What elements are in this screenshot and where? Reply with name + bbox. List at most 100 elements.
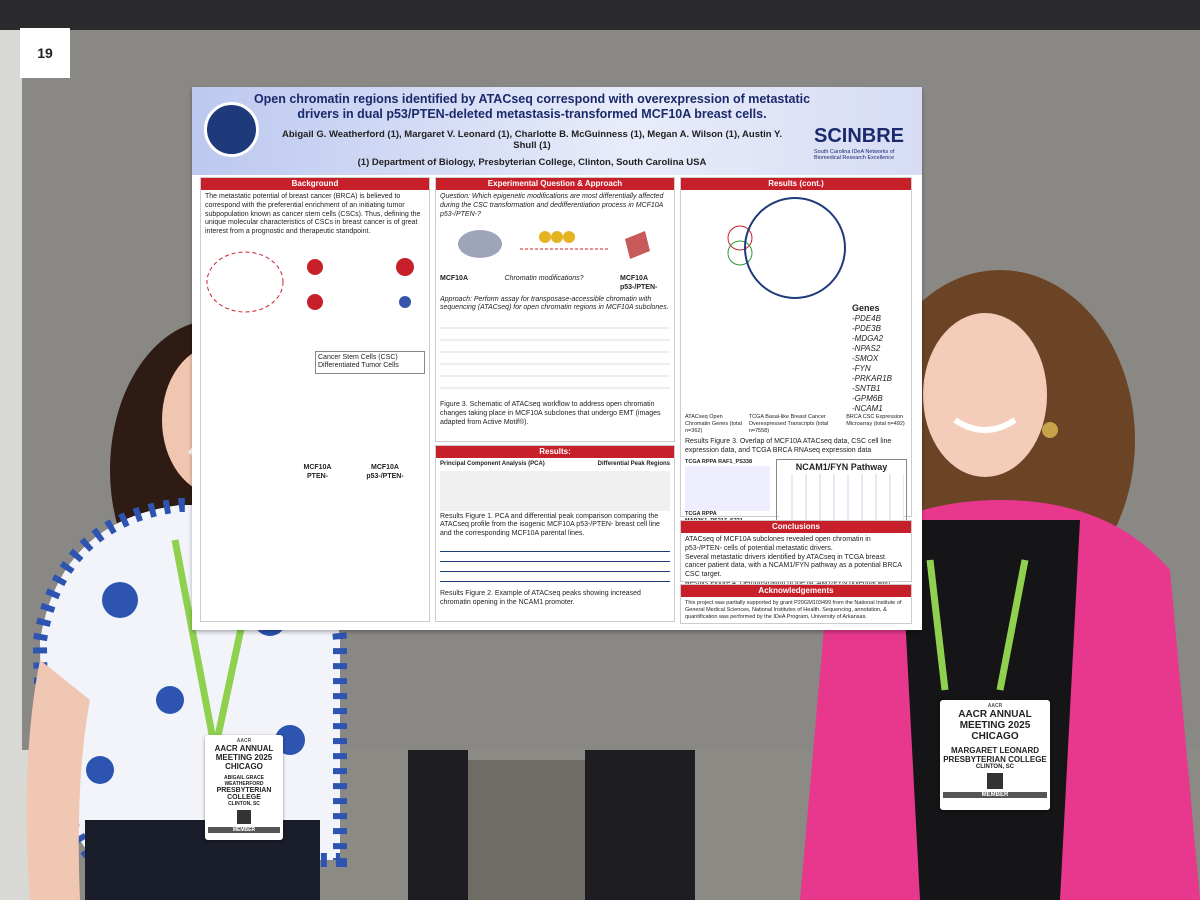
gene: -PDE3B <box>852 324 881 334</box>
stem-cell-diagram <box>206 251 414 313</box>
venn-label: BRCA CSC Expression Microarray (total n=… <box>846 414 905 428</box>
acknowledgements-section: Acknowledgements This project was partia… <box>680 584 912 624</box>
title-bar <box>192 87 922 175</box>
question: Question: Which epigenetic modifications… <box>440 193 664 218</box>
figure-caption: Results Figure 1. PCA and differential p… <box>440 512 660 538</box>
results-cont-section: Results (cont.) Genes -PDE4B -PDE3B -MDGA2-… <box>680 177 912 595</box>
qr-code <box>237 810 251 824</box>
badge-org: PRESBYTERIAN COLLEGE <box>943 755 1047 764</box>
plot-title: TCGA RPPA RAF1_PS338 <box>685 459 753 466</box>
venn-circle <box>744 197 846 299</box>
section-heading: Acknowledgements <box>681 585 911 597</box>
chromatin <box>563 231 575 244</box>
blouse-pattern <box>86 756 114 784</box>
blouse-pattern <box>102 582 138 618</box>
badge-name: MARGARET LEONARD <box>951 746 1039 755</box>
approach-section: Experimental Question & Approach Questio… <box>435 177 675 442</box>
section-heading: Results: <box>436 446 674 458</box>
cell-icon <box>307 258 323 275</box>
lanyard-text: AACR <box>236 738 252 744</box>
legend-box: Cancer Stem Cells (CSC) Differentiated Tu… <box>315 350 425 374</box>
section-text: The metastatic potential of breast cance… <box>205 193 421 235</box>
logo-subtitle: South Carolina IDeA Networks of Biomedic… <box>814 149 895 161</box>
event-name: AACR ANNUAL MEETING 2025 CHICAGO <box>214 744 274 771</box>
background-person-legs <box>585 750 695 900</box>
figure-title: Principal Component Analysis (PCA) <box>440 461 545 467</box>
approach-text: Approach: Perform assay for transposase-… <box>440 295 669 312</box>
chromatin <box>551 231 563 244</box>
floor-tiles <box>450 760 600 900</box>
blouse-pattern <box>156 686 184 714</box>
workflow-figure <box>440 317 670 397</box>
gene: -FYN <box>852 364 871 374</box>
pca-figure <box>440 470 670 511</box>
scatter-plot <box>685 466 770 512</box>
conclusions-section: Conclusions ATACseq of MCF10A subclones … <box>680 520 912 582</box>
college-seal <box>204 102 259 157</box>
legend-entry: Cancer Stem Cells (CSC) <box>318 353 398 361</box>
figure-caption: Figure 3. Schematic of ATACseq workflow … <box>440 401 661 426</box>
gene: -MDGA2 <box>852 334 884 344</box>
logo: SCINBRE <box>814 125 905 147</box>
badge-role: MEMBER <box>208 827 280 833</box>
cell-label: MCF10A p53-/PTEN- <box>620 275 658 291</box>
legend-entry: Differentiated Tumor Cells <box>318 362 399 370</box>
venn-diagram <box>727 197 846 299</box>
chromatin <box>539 231 551 244</box>
earring <box>1042 422 1058 438</box>
gene: -PRKAR1B <box>852 374 893 384</box>
face <box>923 313 1047 477</box>
board-number: 19 <box>20 28 70 78</box>
gene: -SMOX <box>852 354 879 364</box>
lanyard <box>926 559 1029 691</box>
gene: -SNTB1 <box>852 384 881 394</box>
authors: Abigail G. Weatherford (1), Margaret V. … <box>282 129 782 151</box>
cell-label: MCF10A PTEN- <box>303 464 332 480</box>
conclusion-item: Several metastatic drivers identified by… <box>685 553 902 579</box>
poster-title: Open chromatin regions identified by ATA… <box>253 92 811 121</box>
badge-role: MEMBER <box>943 792 1047 798</box>
figure-caption: Results Figure 3. Overlap of MCF10A ATAC… <box>685 437 892 454</box>
gene: -GPM6B <box>852 394 883 404</box>
venn-label: TCGA Basal-like Breast Cancer Overexpres… <box>748 414 829 434</box>
poster: Open chromatin regions identified by ATA… <box>192 87 922 630</box>
cell-icon <box>399 295 411 308</box>
gene: -PDE4B <box>852 314 881 324</box>
gene: -NCAM1 <box>852 404 883 414</box>
name-badge: AACR AACR ANNUAL MEETING 2025 CHICAGO MA… <box>940 700 1050 810</box>
cell-icon <box>307 293 323 310</box>
diagram-label: Chromatin modifications? <box>504 275 584 282</box>
qr-code <box>987 773 1003 789</box>
section-heading: Results (cont.) <box>681 178 911 190</box>
section-heading: Conclusions <box>681 521 911 533</box>
figure-caption: Results Figure 2. Example of ATACseq pea… <box>440 589 641 606</box>
conclusion-item: ATACseq of MCF10A subclones revealed ope… <box>685 536 871 552</box>
cell-icon <box>396 257 414 276</box>
venn-label: ATACseq Open Chromatin Genes (total n=36… <box>685 414 742 434</box>
cell-label: MCF10A <box>440 275 469 282</box>
name-badge: AACR AACR ANNUAL MEETING 2025 CHICAGO AB… <box>205 735 283 840</box>
lanyard-text: AACR <box>987 703 1003 709</box>
cell-cluster <box>458 230 502 259</box>
peaks-figure <box>440 541 670 587</box>
stem-cell-ring <box>206 251 284 313</box>
venn-circle <box>727 240 753 266</box>
background-person-legs <box>408 750 468 900</box>
background-section: Background The metastatic potential of b… <box>200 177 430 622</box>
genes-heading: Genes <box>852 303 880 313</box>
badge-org: PRESBYTERIAN COLLEGE <box>216 787 272 801</box>
pathway-title: NCAM1/FYN Pathway <box>795 462 888 473</box>
arm <box>26 660 91 900</box>
acknowledgements-text: This project was partially supported by … <box>685 600 902 620</box>
approach-diagram <box>458 230 650 260</box>
cell-icon <box>625 231 650 260</box>
badge-city: CLINTON, SC <box>228 801 260 807</box>
section-heading: Background <box>201 178 429 190</box>
section-heading: Experimental Question & Approach <box>436 178 674 190</box>
affiliation: (1) Department of Biology, Presbyterian … <box>357 157 707 168</box>
cell-label: MCF10A p53-/PTEN- <box>366 464 404 480</box>
smile <box>953 417 1017 433</box>
figure-title: Differential Peak Regions <box>597 461 670 467</box>
gene: -NPAS2 <box>852 344 881 354</box>
